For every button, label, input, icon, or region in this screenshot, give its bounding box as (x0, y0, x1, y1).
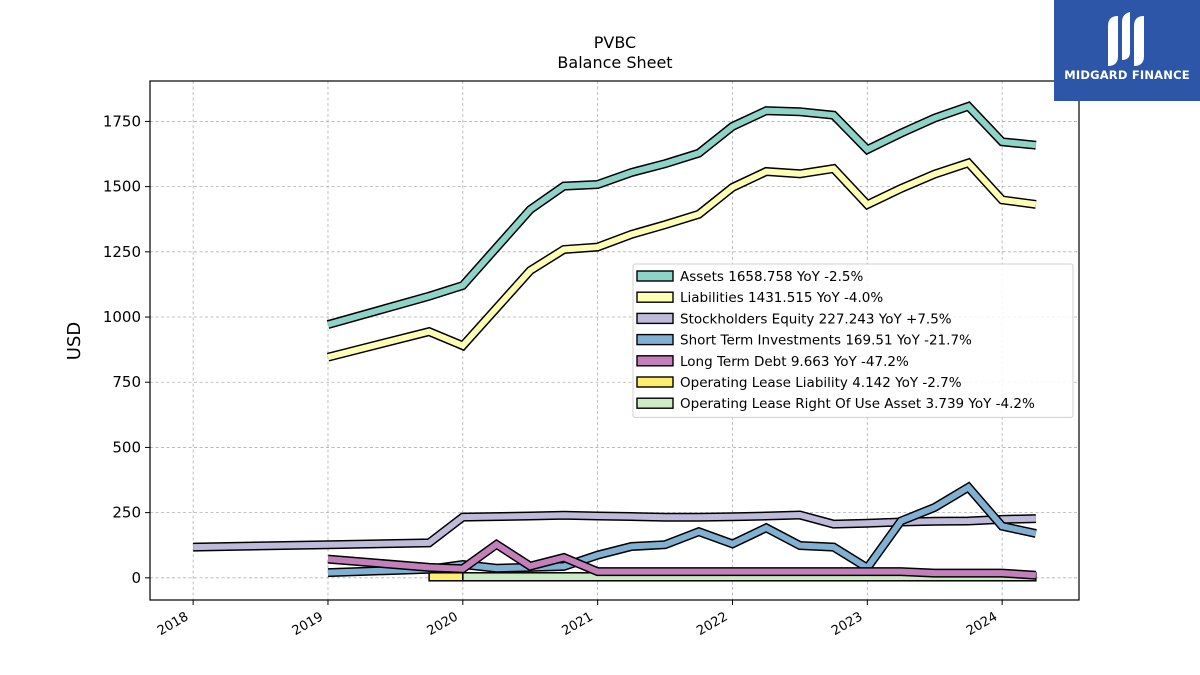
series-line (193, 511, 1036, 551)
legend-box (632, 263, 1074, 418)
x-axis: 2018 2019 2020 2021 2022 2023 2024 (155, 600, 1003, 639)
legend-label: Short Term Investments 169.51 YoY -21.7% (680, 333, 972, 349)
y-tick-label: 1500 (103, 178, 141, 196)
midgard-logo-icon (1108, 12, 1144, 66)
legend-swatch (636, 355, 674, 367)
y-axis: 0 250 500 750 1000 1250 1500 1750 (103, 112, 150, 587)
legend-label: Liabilities 1431.515 YoY -4.0% (680, 290, 883, 306)
y-tick-label: 1750 (103, 112, 141, 130)
legend-swatch (636, 333, 674, 346)
x-tick-label: 2018 (155, 609, 191, 639)
y-tick-label: 500 (112, 438, 141, 456)
legend-swatch (636, 270, 674, 282)
brand-name: MIDGARD FINANCE (1064, 68, 1190, 82)
legend-label: Stockholders Equity 227.243 YoY +7.5% (680, 311, 952, 327)
x-tick-label: 2022 (694, 609, 730, 639)
y-tick-label: 0 (131, 569, 141, 587)
plot-frame (149, 80, 1080, 601)
legend-swatch (636, 312, 674, 325)
legend-swatch (636, 397, 674, 409)
series-line-outline (327, 481, 1037, 578)
brand-logo: MIDGARD FINANCE (1054, 0, 1200, 101)
y-tick-label: 250 (112, 504, 141, 522)
y-tick-label: 1000 (103, 308, 141, 326)
series-line (327, 159, 1037, 361)
series-band (428, 572, 464, 582)
legend-swatch (636, 376, 674, 388)
legend-label: Operating Lease Right Of Use Asset 3.739… (680, 396, 1035, 412)
legend-swatch (636, 291, 674, 303)
chart-subtitle: Balance Sheet (557, 53, 672, 72)
series-line (327, 483, 1037, 576)
legend-label: Long Term Debt 9.663 YoY -47.2% (680, 354, 909, 370)
chart-title: PVBC (594, 33, 636, 52)
legend-label: Operating Lease Liability 4.142 YoY -2.7… (680, 375, 962, 391)
x-tick-label: 2020 (425, 609, 461, 639)
x-tick-label: 2024 (964, 609, 1000, 639)
y-tick-label: 1250 (103, 243, 141, 261)
x-tick-label: 2019 (290, 609, 326, 639)
y-tick-label: 750 (112, 373, 141, 391)
legend: Assets 1658.758 YoY -2.5% Liabilities 143… (632, 263, 1074, 418)
series-line (327, 102, 1037, 328)
x-tick-label: 2023 (829, 609, 865, 639)
series-line (327, 540, 1037, 579)
x-tick-label: 2021 (559, 609, 595, 639)
y-axis-label: USD (64, 322, 85, 360)
series-layer (193, 101, 1037, 582)
legend-label: Assets 1658.758 YoY -2.5% (680, 269, 864, 285)
